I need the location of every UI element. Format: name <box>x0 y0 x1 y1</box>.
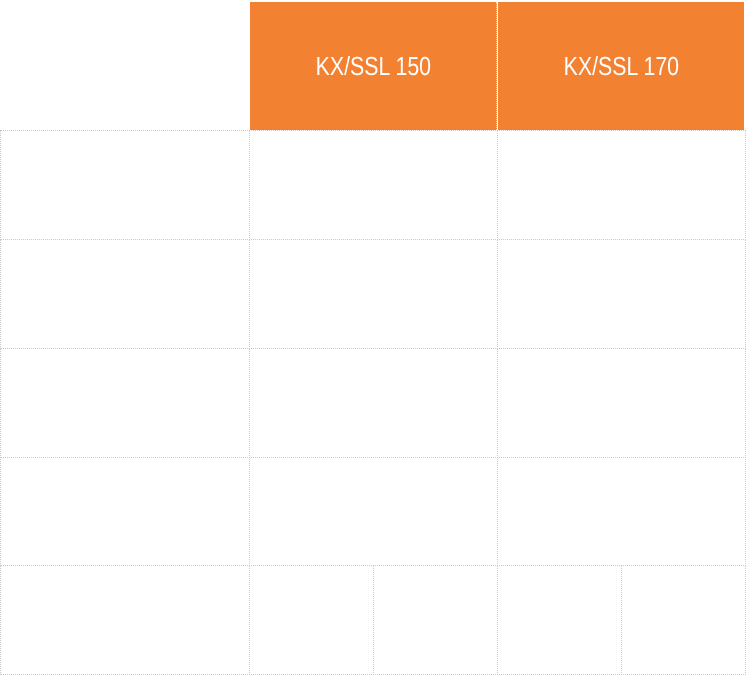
table-cell <box>497 348 746 458</box>
header-kx-ssl-170: KX/SSL 170 <box>498 2 744 130</box>
header-label: KX/SSL 170 <box>563 50 679 81</box>
table-cell <box>0 565 250 675</box>
table-cell <box>497 565 622 675</box>
table-cell <box>497 239 746 349</box>
table-cell <box>497 457 746 566</box>
table-cell <box>0 239 250 349</box>
header-label: KX/SSL 150 <box>315 50 431 81</box>
table-cell <box>0 130 250 240</box>
table-cell <box>249 457 498 566</box>
table-cell <box>373 565 498 675</box>
table-cell <box>621 565 746 675</box>
header-kx-ssl-150: KX/SSL 150 <box>250 2 497 130</box>
table-cell <box>0 348 250 458</box>
table-cell <box>0 457 250 566</box>
table-cell <box>249 239 498 349</box>
table-cell <box>249 565 374 675</box>
header-empty-cell <box>0 0 250 131</box>
table-cell <box>249 348 498 458</box>
table-cell <box>497 130 746 240</box>
table-cell <box>249 130 498 240</box>
